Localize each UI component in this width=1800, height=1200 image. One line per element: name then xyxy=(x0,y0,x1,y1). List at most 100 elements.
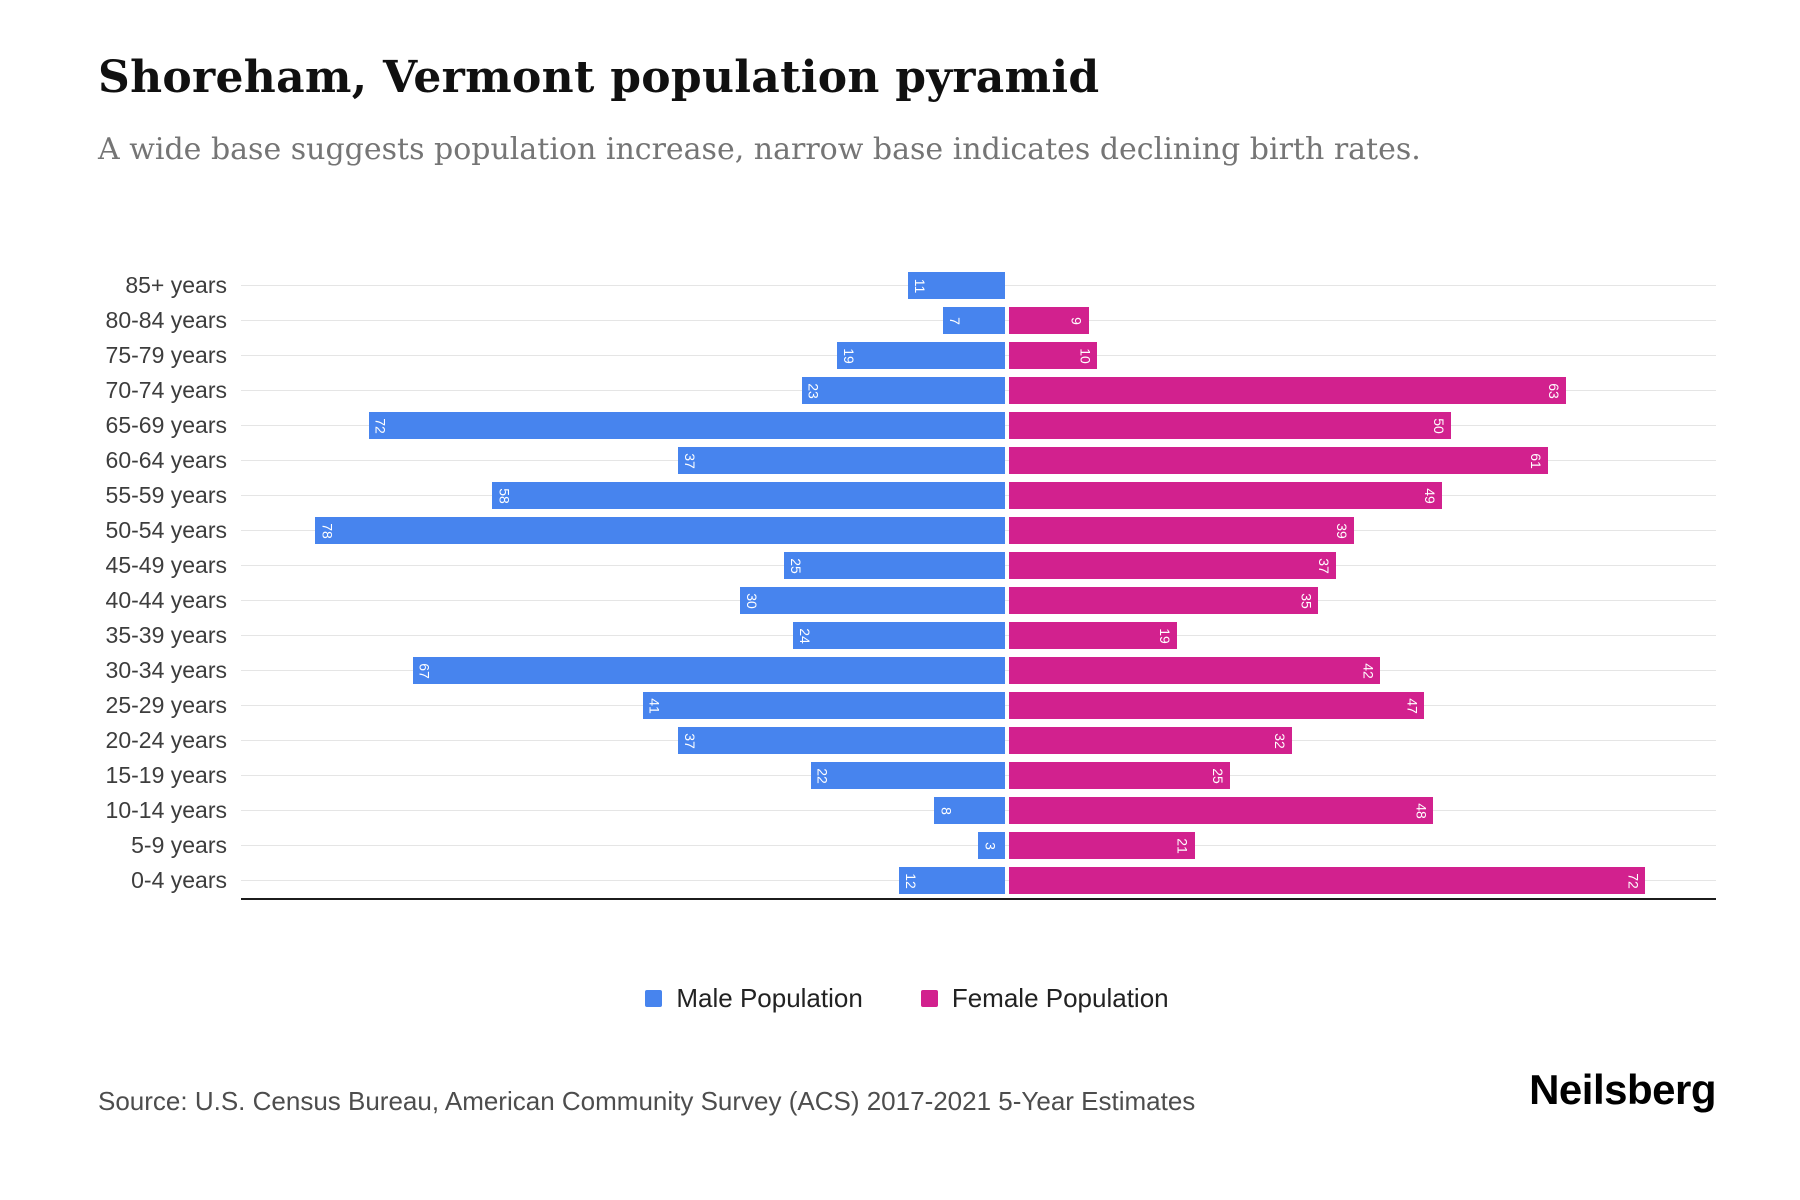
row-plot-area: 11 xyxy=(241,268,1716,303)
female-bar-value: 37 xyxy=(1316,557,1333,574)
male-bar: 67 xyxy=(412,657,1005,684)
male-bar-value: 7 xyxy=(947,316,964,325)
female-bar: 42 xyxy=(1009,657,1381,684)
male-bar-value: 19 xyxy=(841,347,858,364)
female-swatch xyxy=(920,990,938,1007)
female-bar-value: 50 xyxy=(1431,417,1447,434)
age-group-label: 0-4 years xyxy=(131,867,227,893)
chart-rows: 85+ years 11 80-84 years 7 9 75-79 years 19 10 7… xyxy=(98,268,1716,898)
chart-row: 40-44 years 30 35 xyxy=(98,583,1716,618)
age-group-label: 15-19 years xyxy=(105,762,227,788)
row-plot-area: 30 35 xyxy=(241,583,1716,618)
chart-row: 85+ years 11 xyxy=(98,268,1716,303)
row-plot-area: 22 25 xyxy=(241,758,1716,793)
female-bar: 50 xyxy=(1009,412,1451,439)
male-bar-value: 22 xyxy=(814,767,831,784)
female-bar: 21 xyxy=(1009,832,1195,859)
female-bar-value: 32 xyxy=(1271,732,1288,749)
female-bar: 72 xyxy=(1009,867,1646,894)
female-bar: 37 xyxy=(1009,552,1337,579)
female-bar: 10 xyxy=(1009,342,1098,369)
age-group-label: 75-79 years xyxy=(105,342,227,368)
female-bar: 49 xyxy=(1009,482,1443,509)
chart-row: 75-79 years 19 10 xyxy=(98,338,1716,373)
female-bar-value: 25 xyxy=(1210,767,1226,784)
age-group-label: 80-84 years xyxy=(105,307,227,333)
row-plot-area: 58 49 xyxy=(241,478,1716,513)
age-group-label: 35-39 years xyxy=(105,622,227,648)
chart-row: 25-29 years 41 47 xyxy=(98,688,1716,723)
chart-row: 0-4 years 12 72 xyxy=(98,863,1716,898)
legend-item-female: Female Population xyxy=(920,983,1169,1014)
female-bar: 19 xyxy=(1009,622,1177,649)
male-bar: 41 xyxy=(642,692,1005,719)
chart-row: 60-64 years 37 61 xyxy=(98,443,1716,478)
row-plot-area: 37 61 xyxy=(241,443,1716,478)
male-bar-value: 30 xyxy=(743,592,760,609)
population-pyramid-chart: 85+ years 11 80-84 years 7 9 75-79 years 19 10 7… xyxy=(98,268,1716,900)
male-bar: 37 xyxy=(677,447,1005,474)
male-bar: 12 xyxy=(898,867,1005,894)
chart-row: 35-39 years 24 19 xyxy=(98,618,1716,653)
male-bar: 24 xyxy=(792,622,1005,649)
chart-row: 65-69 years 72 50 xyxy=(98,408,1716,443)
chart-subtitle: A wide base suggests population increase… xyxy=(98,132,1421,167)
age-group-label: 70-74 years xyxy=(105,377,227,403)
female-bar-value: 72 xyxy=(1625,872,1642,889)
row-plot-area: 67 42 xyxy=(241,653,1716,688)
female-bar-value: 61 xyxy=(1528,452,1545,469)
age-group-label: 50-54 years xyxy=(105,517,227,543)
male-bar-value: 67 xyxy=(416,662,433,679)
age-group-label: 55-59 years xyxy=(105,482,227,508)
female-bar-value: 48 xyxy=(1413,802,1430,819)
female-bar-value: 21 xyxy=(1174,837,1191,854)
female-bar: 35 xyxy=(1009,587,1319,614)
male-bar: 37 xyxy=(677,727,1005,754)
row-plot-area: 72 50 xyxy=(241,408,1716,443)
neilsberg-logo: Neilsberg xyxy=(1529,1066,1716,1113)
legend: Male Population Female Population xyxy=(98,983,1716,1014)
chart-title: Shoreham, Vermont population pyramid xyxy=(98,52,1100,103)
male-bar-value: 72 xyxy=(372,417,389,434)
female-bar-value: 19 xyxy=(1156,627,1173,644)
male-bar: 22 xyxy=(810,762,1005,789)
chart-row: 55-59 years 58 49 xyxy=(98,478,1716,513)
male-bar-value: 8 xyxy=(938,806,955,815)
female-bar: 9 xyxy=(1009,307,1089,334)
female-bar: 48 xyxy=(1009,797,1434,824)
chart-row: 70-74 years 23 63 xyxy=(98,373,1716,408)
male-bar: 23 xyxy=(801,377,1005,404)
row-plot-area: 23 63 xyxy=(241,373,1716,408)
male-bar: 25 xyxy=(784,552,1005,579)
legend-label-male: Male Population xyxy=(676,983,863,1013)
age-group-label: 65-69 years xyxy=(105,412,227,438)
chart-row: 20-24 years 37 32 xyxy=(98,723,1716,758)
female-bar-value: 47 xyxy=(1404,697,1421,714)
male-bar-value: 12 xyxy=(902,872,919,889)
chart-row: 30-34 years 67 42 xyxy=(98,653,1716,688)
chart-row: 5-9 years 3 21 xyxy=(98,828,1716,863)
male-bar-value: 24 xyxy=(796,627,813,644)
chart-row: 80-84 years 7 9 xyxy=(98,303,1716,338)
male-bar-value: 37 xyxy=(681,452,698,469)
age-group-label: 30-34 years xyxy=(105,657,227,683)
female-bar: 61 xyxy=(1009,447,1549,474)
legend-label-female: Female Population xyxy=(951,983,1169,1013)
male-bar: 7 xyxy=(943,307,1005,334)
x-axis-line xyxy=(241,898,1716,900)
male-bar: 72 xyxy=(368,412,1005,439)
female-bar-value: 49 xyxy=(1422,487,1439,504)
row-plot-area: 78 39 xyxy=(241,513,1716,548)
male-bar-value: 25 xyxy=(788,557,804,574)
male-bar: 8 xyxy=(934,797,1005,824)
female-bar: 47 xyxy=(1009,692,1425,719)
chart-row: 15-19 years 22 25 xyxy=(98,758,1716,793)
age-group-label: 60-64 years xyxy=(105,447,227,473)
female-bar: 25 xyxy=(1009,762,1230,789)
female-bar-value: 39 xyxy=(1333,522,1350,539)
male-swatch xyxy=(645,990,663,1007)
female-bar: 32 xyxy=(1009,727,1292,754)
female-bar: 39 xyxy=(1009,517,1354,544)
